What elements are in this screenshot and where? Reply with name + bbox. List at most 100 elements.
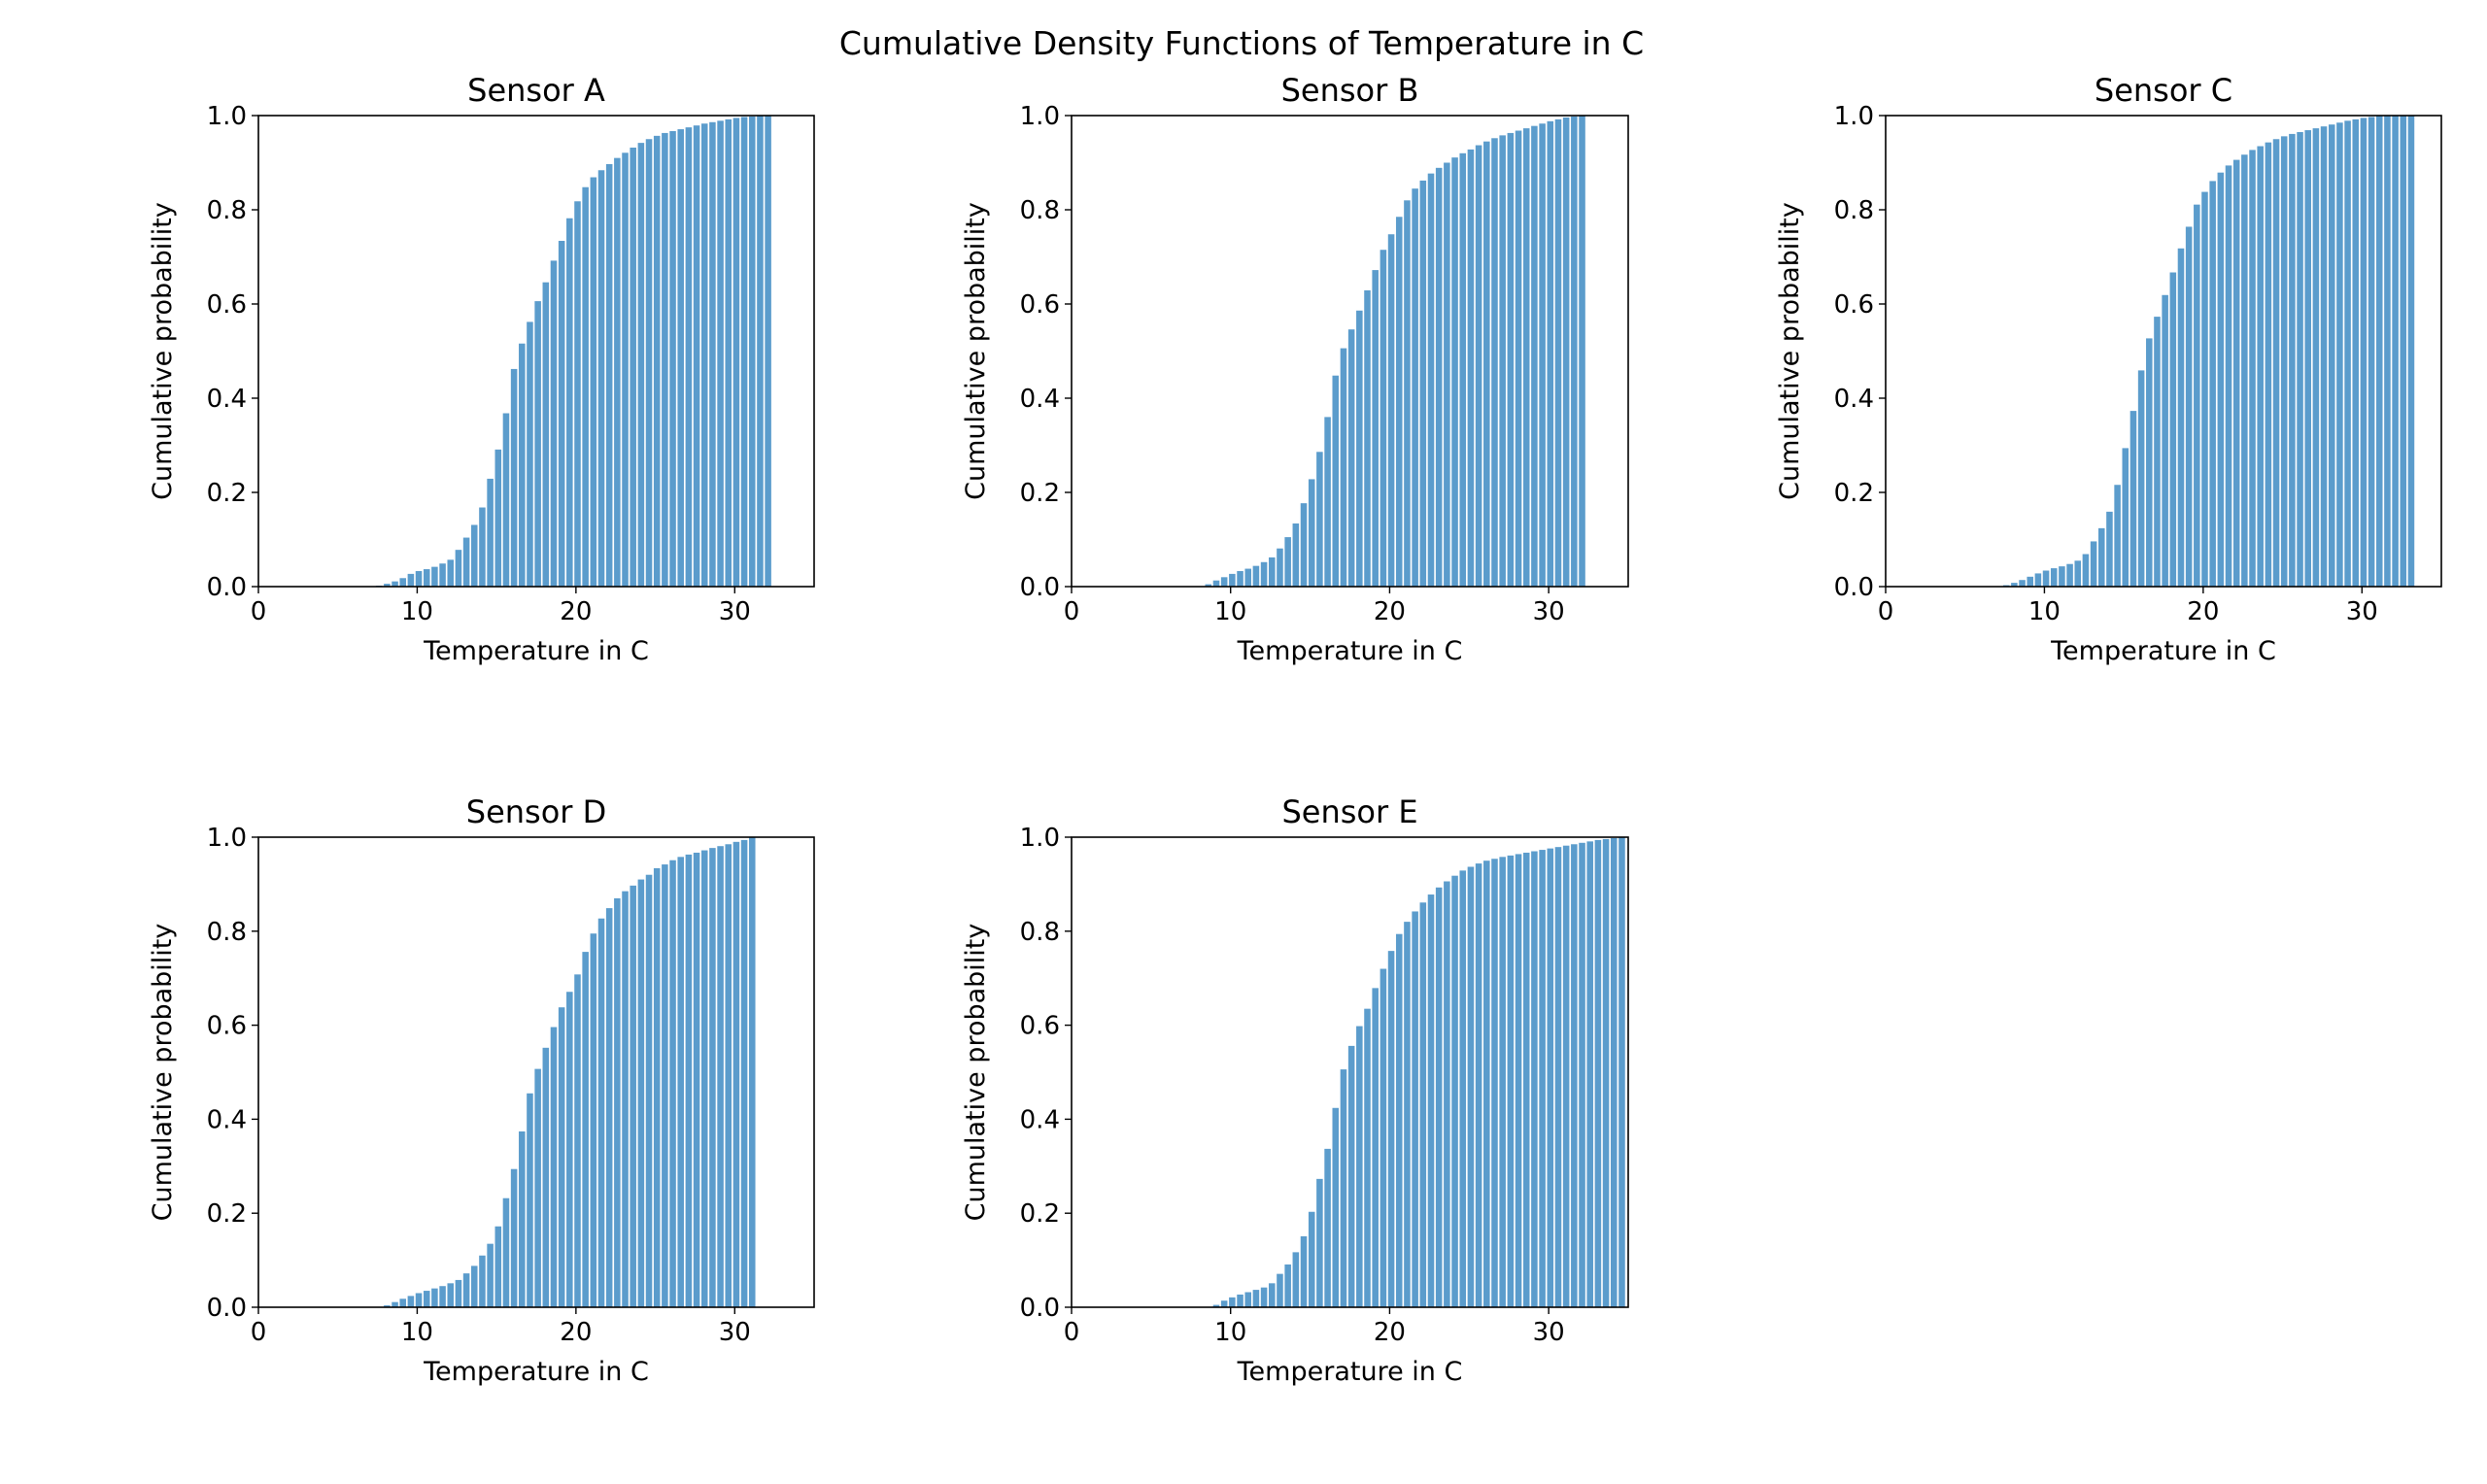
- bar: [1522, 852, 1530, 1307]
- bar: [2090, 541, 2097, 587]
- bar: [455, 1279, 462, 1307]
- bar: [574, 201, 581, 587]
- x-tick-label: 30: [1533, 597, 1565, 626]
- bar: [1427, 173, 1435, 587]
- bar: [590, 177, 597, 588]
- bar: [685, 854, 693, 1307]
- bar: [527, 1093, 533, 1307]
- bar: [494, 449, 502, 587]
- y-tick-label: 0.6: [207, 290, 247, 320]
- bar: [439, 563, 446, 587]
- y-tick-label: 0.4: [1020, 385, 1060, 414]
- bar: [662, 132, 668, 587]
- bar: [1356, 1026, 1363, 1307]
- y-tick-label: 1.0: [1834, 102, 1874, 131]
- bar: [502, 1197, 510, 1307]
- x-tick-label: 10: [1214, 597, 1246, 626]
- y-tick-label: 0.0: [1020, 1294, 1060, 1323]
- bar: [2066, 563, 2073, 587]
- bar: [2368, 117, 2375, 587]
- bar: [2137, 370, 2145, 587]
- bar: [1269, 1283, 1276, 1307]
- subplot-5: 0 10 20 30 0.0 0.2 0.4 0.6 0.8 1.0 Sensor E Tempera…: [961, 793, 1629, 1387]
- bar: [415, 571, 423, 587]
- x-tick-label: 20: [1374, 1318, 1406, 1347]
- bar: [1300, 503, 1308, 587]
- bar: [614, 157, 621, 587]
- bar: [2209, 181, 2216, 588]
- bar: [1284, 1264, 1291, 1307]
- bar: [717, 846, 724, 1307]
- bar: [1491, 138, 1498, 587]
- subplot-title: Sensor A: [467, 72, 605, 109]
- bar: [1340, 348, 1347, 587]
- y-tick-label: 0.4: [207, 385, 247, 414]
- bar: [740, 839, 748, 1307]
- bar: [2328, 124, 2335, 587]
- bar: [1475, 863, 1482, 1307]
- bar: [447, 1283, 455, 1307]
- bar: [462, 537, 470, 587]
- bar: [2027, 576, 2033, 587]
- bar: [2360, 118, 2368, 588]
- bar: [1380, 250, 1387, 587]
- bar: [1387, 951, 1395, 1307]
- bar: [1618, 837, 1625, 1307]
- bar: [2392, 116, 2399, 587]
- bar: [2352, 118, 2360, 587]
- bar: [1308, 1211, 1315, 1307]
- bar: [392, 581, 398, 587]
- bar: [630, 147, 636, 588]
- bar: [1467, 866, 1475, 1307]
- subplot-2: 0 10 20 30 0.0 0.2 0.4 0.6 0.8 1.0 Sensor B Tempera…: [961, 72, 1629, 666]
- y-tick-label: 0.0: [1834, 573, 1874, 602]
- bar: [1380, 968, 1387, 1307]
- x-tick-label: 20: [1374, 597, 1406, 626]
- x-axis-label: Temperature in C: [423, 636, 649, 666]
- bar: [431, 566, 438, 587]
- bar: [392, 1301, 398, 1307]
- bar: [1404, 200, 1411, 588]
- plot-frame: [257, 836, 815, 1308]
- bar: [622, 891, 629, 1307]
- y-tick-label: 0.8: [1834, 196, 1874, 225]
- bar: [1562, 845, 1570, 1307]
- bar: [1237, 1294, 1244, 1307]
- bar: [1539, 123, 1546, 587]
- bar: [709, 121, 716, 587]
- bar: [1277, 548, 1283, 587]
- bar: [725, 118, 732, 587]
- subplot-3: 0 10 20 30 0.0 0.2 0.4 0.6 0.8 1.0 Sensor C Tempera…: [1775, 72, 2442, 666]
- bar: [566, 992, 573, 1307]
- bar: [717, 120, 724, 587]
- bar: [1347, 329, 1355, 587]
- bar: [542, 282, 550, 587]
- x-tick-label: 30: [1533, 1318, 1565, 1347]
- bar: [1324, 417, 1331, 587]
- bar: [1340, 1069, 1347, 1307]
- bar: [1602, 838, 1610, 1307]
- bar: [1372, 270, 1379, 587]
- y-axis-label: Cumulative probability: [961, 924, 991, 1222]
- bar: [2289, 133, 2296, 588]
- y-axis-label: Cumulative probability: [148, 924, 178, 1222]
- y-axis-label: Cumulative probability: [1775, 202, 1805, 500]
- bar: [700, 850, 708, 1307]
- y-tick-label: 0.4: [1834, 385, 1874, 414]
- bar: [447, 559, 455, 587]
- bar: [1562, 117, 1570, 587]
- x-tick-label: 0: [1064, 597, 1080, 626]
- bar: [527, 321, 533, 587]
- bar: [2249, 150, 2256, 587]
- bar: [1387, 234, 1395, 587]
- x-tick-label: 0: [251, 597, 267, 626]
- bar: [757, 116, 764, 588]
- bar: [470, 524, 478, 587]
- bar: [519, 1130, 526, 1307]
- bar: [2185, 226, 2193, 587]
- bar: [2059, 566, 2065, 587]
- bar: [407, 1296, 415, 1307]
- bar: [384, 1305, 391, 1307]
- bar: [2384, 116, 2391, 587]
- x-axis-label: Temperature in C: [423, 1357, 649, 1387]
